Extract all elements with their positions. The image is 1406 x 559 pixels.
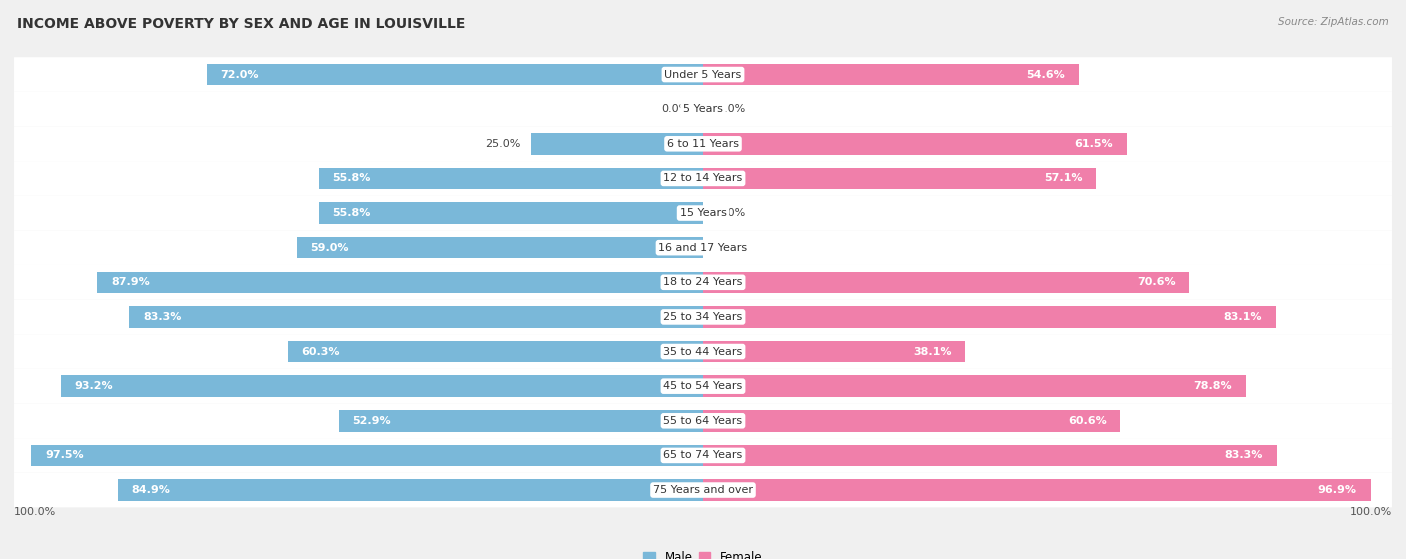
Text: 75 Years and over: 75 Years and over xyxy=(652,485,754,495)
Text: 55.8%: 55.8% xyxy=(332,173,371,183)
Text: 15 Years: 15 Years xyxy=(679,208,727,218)
FancyBboxPatch shape xyxy=(14,369,1392,404)
FancyBboxPatch shape xyxy=(14,196,1392,230)
Bar xyxy=(703,168,1097,189)
Text: Under 5 Years: Under 5 Years xyxy=(665,69,741,79)
Bar xyxy=(288,341,703,362)
Text: 38.1%: 38.1% xyxy=(914,347,952,357)
Bar xyxy=(297,237,703,258)
Bar xyxy=(703,445,1277,466)
Bar xyxy=(703,410,1121,432)
Text: 93.2%: 93.2% xyxy=(75,381,114,391)
FancyBboxPatch shape xyxy=(14,473,1392,508)
Bar xyxy=(207,64,703,86)
Text: 54.6%: 54.6% xyxy=(1026,69,1066,79)
Text: 83.3%: 83.3% xyxy=(1225,451,1263,461)
Bar xyxy=(703,133,1126,154)
Text: INCOME ABOVE POVERTY BY SEX AND AGE IN LOUISVILLE: INCOME ABOVE POVERTY BY SEX AND AGE IN L… xyxy=(17,17,465,31)
Text: 0.0%: 0.0% xyxy=(717,104,745,114)
Bar xyxy=(319,202,703,224)
FancyBboxPatch shape xyxy=(14,230,1392,265)
Text: 65 to 74 Years: 65 to 74 Years xyxy=(664,451,742,461)
Bar xyxy=(60,376,703,397)
Bar xyxy=(703,341,966,362)
Bar xyxy=(129,306,703,328)
Bar xyxy=(118,479,703,501)
Text: 84.9%: 84.9% xyxy=(132,485,170,495)
Text: 25 to 34 Years: 25 to 34 Years xyxy=(664,312,742,322)
FancyBboxPatch shape xyxy=(14,161,1392,196)
Text: 6 to 11 Years: 6 to 11 Years xyxy=(666,139,740,149)
Text: 96.9%: 96.9% xyxy=(1317,485,1357,495)
Text: 59.0%: 59.0% xyxy=(311,243,349,253)
Text: 0.0%: 0.0% xyxy=(717,243,745,253)
Bar xyxy=(703,272,1189,293)
FancyBboxPatch shape xyxy=(14,438,1392,473)
Text: 100.0%: 100.0% xyxy=(14,506,56,517)
Bar xyxy=(703,376,1246,397)
Legend: Male, Female: Male, Female xyxy=(638,546,768,559)
Text: 97.5%: 97.5% xyxy=(45,451,84,461)
Text: 60.6%: 60.6% xyxy=(1069,416,1107,426)
Bar xyxy=(319,168,703,189)
Text: 25.0%: 25.0% xyxy=(485,139,520,149)
Text: 61.5%: 61.5% xyxy=(1074,139,1114,149)
Text: 83.3%: 83.3% xyxy=(143,312,181,322)
Text: 12 to 14 Years: 12 to 14 Years xyxy=(664,173,742,183)
Bar xyxy=(703,64,1080,86)
Text: 16 and 17 Years: 16 and 17 Years xyxy=(658,243,748,253)
Bar xyxy=(703,479,1371,501)
Text: 55.8%: 55.8% xyxy=(332,208,371,218)
Text: 18 to 24 Years: 18 to 24 Years xyxy=(664,277,742,287)
Bar xyxy=(339,410,703,432)
Bar xyxy=(97,272,703,293)
Bar xyxy=(31,445,703,466)
FancyBboxPatch shape xyxy=(14,404,1392,438)
Text: 78.8%: 78.8% xyxy=(1194,381,1232,391)
Text: 70.6%: 70.6% xyxy=(1137,277,1175,287)
FancyBboxPatch shape xyxy=(14,126,1392,161)
Text: 60.3%: 60.3% xyxy=(301,347,340,357)
Text: 45 to 54 Years: 45 to 54 Years xyxy=(664,381,742,391)
Text: 55 to 64 Years: 55 to 64 Years xyxy=(664,416,742,426)
Text: 52.9%: 52.9% xyxy=(353,416,391,426)
Text: 0.0%: 0.0% xyxy=(717,208,745,218)
Text: 35 to 44 Years: 35 to 44 Years xyxy=(664,347,742,357)
Text: 5 Years: 5 Years xyxy=(683,104,723,114)
FancyBboxPatch shape xyxy=(14,92,1392,126)
FancyBboxPatch shape xyxy=(14,265,1392,300)
Text: 100.0%: 100.0% xyxy=(1350,506,1392,517)
Text: 83.1%: 83.1% xyxy=(1223,312,1261,322)
Bar xyxy=(703,306,1275,328)
Bar xyxy=(531,133,703,154)
Text: 57.1%: 57.1% xyxy=(1045,173,1083,183)
FancyBboxPatch shape xyxy=(14,334,1392,369)
Text: 87.9%: 87.9% xyxy=(111,277,150,287)
FancyBboxPatch shape xyxy=(14,300,1392,334)
Text: Source: ZipAtlas.com: Source: ZipAtlas.com xyxy=(1278,17,1389,27)
FancyBboxPatch shape xyxy=(14,57,1392,92)
Text: 0.0%: 0.0% xyxy=(661,104,689,114)
Text: 72.0%: 72.0% xyxy=(221,69,259,79)
